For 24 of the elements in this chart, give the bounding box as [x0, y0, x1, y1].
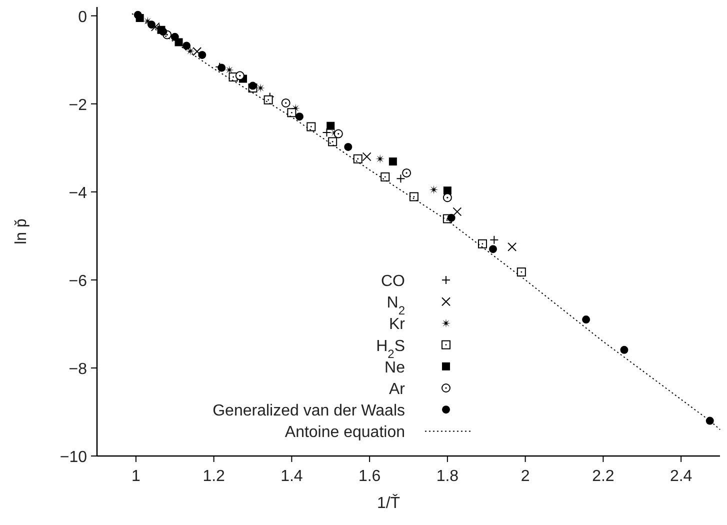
x-tick-label: 1.6	[358, 468, 381, 485]
legend-label: CO	[381, 273, 405, 290]
x-tick-label: 1.4	[280, 468, 303, 485]
x-tick-label: 1	[131, 468, 140, 485]
y-axis-title: ln p̌	[13, 218, 30, 244]
legend-label: Ne	[384, 359, 406, 376]
legend-label: Kr	[389, 316, 406, 334]
x-tick-label: 1.8	[436, 468, 459, 485]
y-tick-label: 0	[78, 8, 88, 26]
legend-label: Antoine equation	[284, 424, 405, 442]
legend-label: Generalized van der Waals	[212, 402, 405, 420]
y-tick-label: −6	[68, 272, 88, 290]
y-tick-label: −2	[68, 96, 88, 114]
legend-label: N$_{2}$	[386, 294, 406, 318]
x-tick-label: 2	[520, 468, 530, 485]
y-tick-label: −8	[68, 360, 88, 378]
x-tick-label: 2.2	[592, 468, 614, 485]
y-tick-label: −4	[68, 184, 88, 202]
x-tick-label: 1.2	[202, 468, 226, 485]
x-tick-label: 2.4	[670, 468, 692, 485]
x-axis-title: 1/Ť	[376, 494, 400, 512]
legend-label: Ar	[389, 381, 406, 398]
legend-label: H$_{2}$S	[376, 338, 405, 361]
y-tick-label: −10	[60, 449, 88, 466]
